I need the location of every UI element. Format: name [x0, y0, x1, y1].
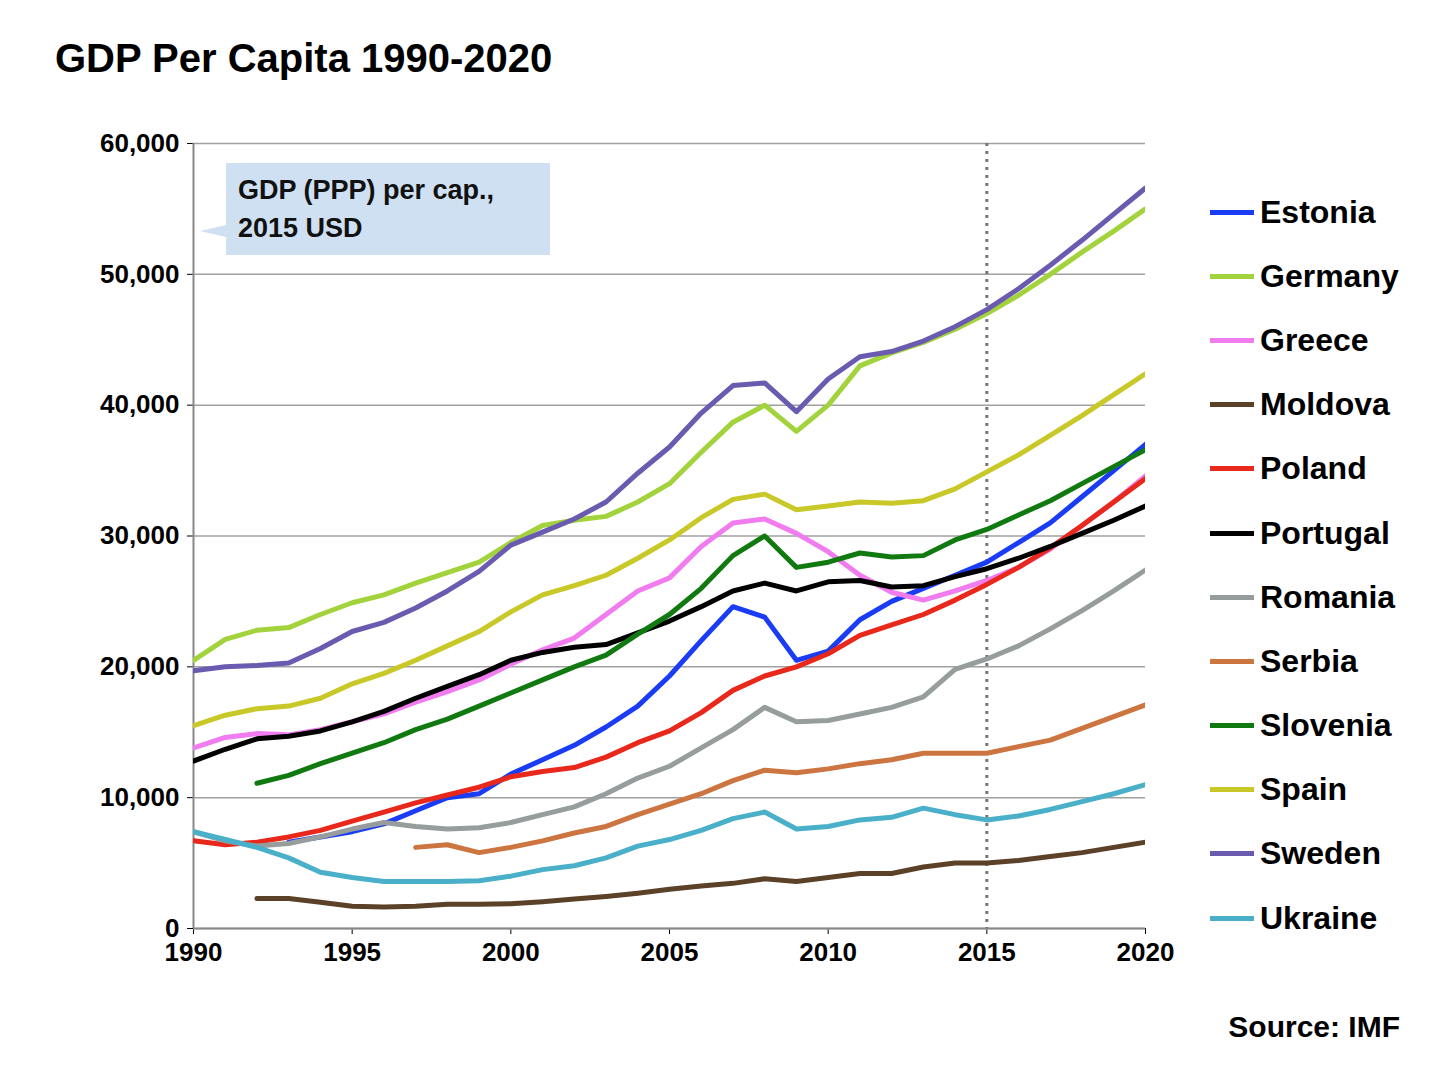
html-text:Greece: Greece [1260, 322, 1369, 358]
svg-text:2015: 2015 [958, 937, 1016, 967]
html-text:Estonia: Estonia [1260, 193, 1376, 230]
html-text:Sweden: Sweden [1260, 835, 1381, 872]
svg-text:0: 0 [165, 912, 180, 943]
svg-text:1990: 1990 [165, 937, 223, 967]
html-text:GDP (PPP) per cap., 2015 USD: GDP (PPP) per cap., 2015 USD [238, 175, 495, 243]
svg-text:2020: 2020 [1117, 937, 1175, 967]
html-text:Source: IMF: Source: IMF [1228, 1010, 1400, 1043]
svg-text:20,000: 20,000 [100, 651, 180, 681]
svg-text:2010: 2010 [799, 937, 857, 967]
svg-text:10,000: 10,000 [100, 782, 180, 812]
svg-text:1995: 1995 [323, 937, 381, 967]
html-text:GDP Per Capita 1990-2020: GDP Per Capita 1990-2020 [55, 36, 553, 80]
svg-text:40,000: 40,000 [100, 389, 180, 419]
html-text:Spain: Spain [1260, 771, 1348, 808]
svg-text:50,000: 50,000 [100, 259, 180, 289]
svg-text:30,000: 30,000 [100, 520, 180, 550]
html-text:Slovenia: Slovenia [1260, 707, 1392, 744]
html-text:Romania: Romania [1260, 578, 1396, 615]
svg-text:60,000: 60,000 [100, 128, 180, 158]
html-text:Portugal: Portugal [1260, 514, 1390, 551]
html-text:Germany: Germany [1260, 257, 1399, 294]
svg-text:2000: 2000 [482, 937, 540, 967]
svg-text:2005: 2005 [641, 937, 699, 967]
html-text:Poland: Poland [1260, 450, 1367, 487]
html-text:Moldova: Moldova [1260, 386, 1390, 423]
html-text:Serbia: Serbia [1260, 642, 1358, 679]
html-text:Ukraine: Ukraine [1260, 899, 1378, 936]
